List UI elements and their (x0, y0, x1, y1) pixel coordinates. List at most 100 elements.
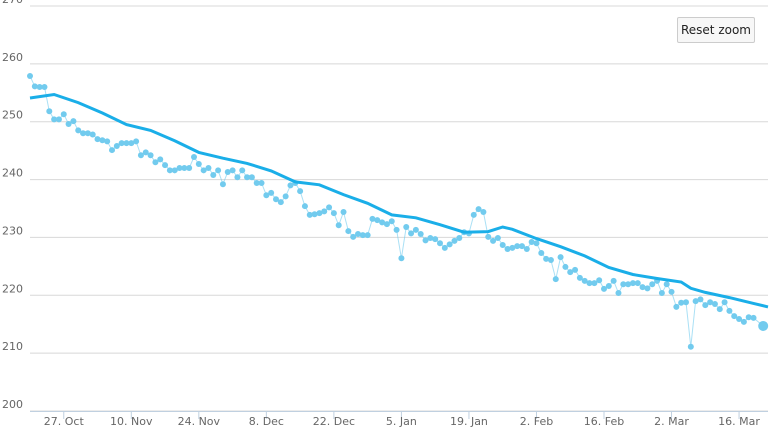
data-point (581, 277, 588, 284)
data-point (538, 250, 545, 257)
data-point (475, 206, 482, 213)
reset-zoom-button[interactable]: Reset zoom (677, 17, 755, 43)
data-point (219, 181, 226, 188)
data-point (195, 160, 202, 167)
data-point (673, 303, 680, 310)
data-point (60, 111, 67, 118)
data-point (297, 188, 304, 195)
data-point (109, 147, 115, 154)
x-tick-label: 16. Feb (584, 415, 624, 428)
data-point (687, 343, 694, 350)
data-point (644, 285, 651, 292)
data-point (432, 236, 439, 243)
data-point (620, 281, 627, 288)
data-point (398, 255, 405, 262)
y-tick-label: 240 (2, 167, 23, 180)
data-point (388, 218, 395, 225)
data-point (417, 230, 424, 237)
data-point (335, 222, 342, 229)
data-point (113, 143, 120, 150)
data-point (485, 233, 492, 240)
data-point (412, 226, 419, 233)
data-point (697, 296, 704, 303)
data-line (29, 75, 764, 347)
y-tick-label: 220 (2, 282, 23, 295)
data-point (142, 149, 149, 156)
data-point (605, 283, 612, 290)
data-point (543, 255, 550, 262)
data-point (533, 240, 540, 247)
data-point (118, 140, 125, 147)
data-point (625, 281, 632, 288)
x-tick-label: 24. Nov (178, 415, 221, 428)
data-point (263, 192, 270, 199)
data-point (586, 280, 593, 287)
data-point (287, 182, 294, 189)
x-tick-label: 19. Jan (450, 415, 488, 428)
data-point (171, 167, 178, 174)
data-point (567, 269, 574, 276)
data-point (576, 274, 583, 281)
data-point (268, 189, 275, 196)
x-tick-label: 8. Dec (249, 415, 284, 428)
data-point (321, 208, 328, 215)
data-point (306, 211, 313, 218)
data-point (137, 152, 144, 159)
data-point (210, 171, 217, 178)
trend-line (29, 92, 769, 309)
data-point (359, 232, 366, 239)
x-tick-label: 2. Feb (520, 415, 553, 428)
y-tick-label: 250 (2, 109, 23, 122)
data-point (152, 159, 159, 166)
data-point (166, 167, 173, 174)
data-point (629, 280, 636, 287)
data-point (369, 215, 376, 222)
data-point (519, 243, 525, 250)
data-point (239, 167, 246, 174)
data-point (499, 241, 506, 248)
data-point (215, 167, 222, 174)
data-point (157, 156, 164, 163)
data-point (528, 239, 535, 246)
y-tick-label: 270 (2, 0, 23, 6)
data-point (248, 174, 255, 181)
data-point (393, 226, 400, 233)
data-point (408, 230, 415, 237)
data-point (427, 235, 434, 242)
data-point (379, 219, 386, 226)
data-point (494, 235, 501, 242)
data-point (65, 121, 72, 128)
data-point (84, 130, 91, 137)
data-point (456, 235, 463, 242)
data-point (403, 224, 410, 231)
data-point (649, 281, 656, 288)
data-point (591, 280, 598, 287)
data-point (355, 230, 361, 237)
data-point (451, 237, 458, 244)
data-point (326, 204, 333, 211)
data-point (27, 73, 33, 80)
data-point (176, 165, 183, 171)
y-tick-label: 260 (2, 51, 23, 64)
data-point (422, 237, 429, 244)
data-point (75, 127, 82, 134)
data-point (437, 240, 443, 247)
x-tick-label: 27. Oct (44, 415, 85, 428)
data-point (205, 165, 212, 171)
data-point (721, 299, 728, 306)
data-point (750, 314, 757, 321)
data-point (601, 285, 607, 292)
x-tick-label: 10. Nov (110, 415, 153, 428)
data-point (557, 254, 564, 261)
data-point (133, 138, 140, 145)
data-point (350, 233, 357, 240)
y-tick-label: 230 (2, 224, 23, 237)
data-point (162, 162, 169, 169)
x-tick-label: 2. Mar (654, 415, 689, 428)
data-point (668, 288, 675, 295)
data-point (490, 237, 497, 244)
x-tick-label: 22. Dec (313, 415, 355, 428)
data-point (639, 284, 646, 291)
data-point (634, 280, 641, 287)
